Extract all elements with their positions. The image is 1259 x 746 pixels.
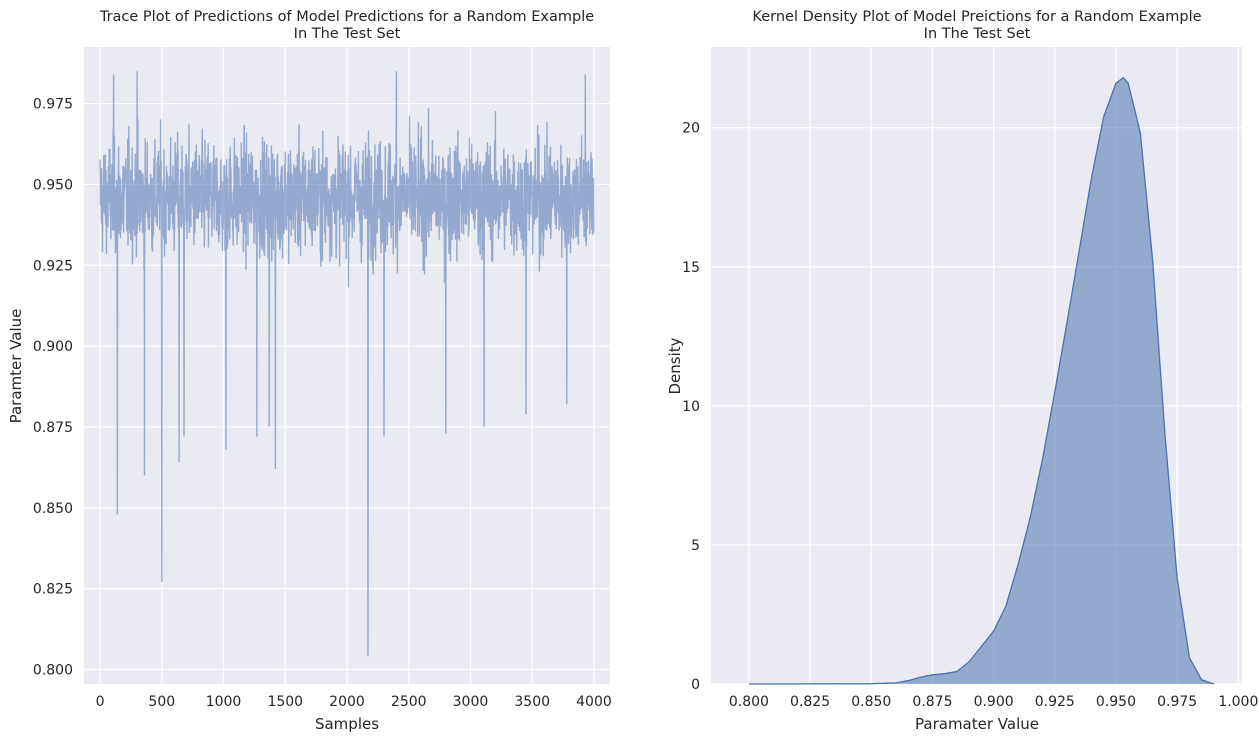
- density-plot-title-line-1: Kernel Density Plot of Model Preictions …: [752, 9, 1201, 25]
- trace-plot-grid: [84, 47, 610, 684]
- trace-plot-x-tick-label: 4000: [576, 694, 612, 710]
- trace-plot-y-tick-label: 0.975: [33, 97, 73, 113]
- density-area: [748, 77, 1214, 685]
- trace-plot-x-tick-label: 3500: [514, 694, 550, 710]
- density-plot-y-tick-label: 5: [691, 538, 700, 554]
- trace-plot-y-axis-label: Paramter Value: [7, 309, 25, 424]
- trace-plot-x-tick-label: 3000: [453, 694, 489, 710]
- density-plot-x-tick-label: 0.925: [1035, 694, 1075, 710]
- trace-plot-x-ticks: 0 500 1000 1500 2000 2500 3000 3500 4000: [96, 694, 612, 710]
- density-plot-y-axis-label: Density: [666, 337, 684, 394]
- trace-plot-x-tick-label: 2000: [329, 694, 365, 710]
- density-plot-y-ticks: 0 5 10 15 20: [682, 121, 700, 693]
- density-plot-x-tick-label: 0.800: [729, 694, 769, 710]
- density-plot-x-tick-label: 0.875: [912, 694, 952, 710]
- density-plot-x-tick-label: 0.850: [851, 694, 891, 710]
- density-plot-x-tick-label: 0.825: [790, 694, 830, 710]
- density-plot-y-tick-label: 15: [682, 260, 700, 276]
- trace-plot-x-tick-label: 500: [148, 694, 175, 710]
- density-plot-x-tick-label: 0.975: [1157, 694, 1197, 710]
- density-plot-y-tick-label: 0: [691, 677, 700, 693]
- trace-plot-panel: 0 500 1000 1500 2000 2500 3000 3500 4000 0.8000.…: [7, 9, 612, 733]
- trace-plot-y-ticks: 0.800 0.825 0.850 0.875 0.900 0.925 0.950 0.975: [33, 97, 73, 679]
- density-plot-x-tick-label: 1.000: [1218, 694, 1258, 710]
- trace-plot-x-tick-label: 2500: [391, 694, 427, 710]
- trace-plot-title-line-1: Trace Plot of Predictions of Model Predi…: [99, 9, 594, 25]
- density-plot-y-tick-label: 10: [682, 399, 700, 415]
- density-curve: [748, 76, 1215, 685]
- density-plot-x-tick-label: 0.950: [1096, 694, 1136, 710]
- trace-plot-title-line-2: In The Test Set: [294, 26, 401, 42]
- density-plot-title-line-2: In The Test Set: [924, 26, 1031, 42]
- trace-plot-y-tick-label: 0.875: [33, 420, 73, 436]
- trace-plot-x-tick-label: 1500: [267, 694, 303, 710]
- trace-plot-x-axis-label: Samples: [315, 715, 379, 733]
- trace-plot-y-tick-label: 0.925: [33, 258, 73, 274]
- density-plot-x-ticks: 0.800 0.825 0.850 0.875 0.900 0.925 0.950 0.975…: [729, 694, 1258, 710]
- trace-plot-y-tick-label: 0.825: [33, 582, 73, 598]
- trace-line: [99, 71, 595, 657]
- trace-plot-y-tick-label: 0.900: [33, 339, 73, 355]
- trace-plot-x-tick-label: 0: [96, 694, 105, 710]
- trace-plot-y-tick-label: 0.800: [33, 662, 73, 678]
- trace-plot-x-tick-label: 1000: [206, 694, 242, 710]
- trace-plot-y-tick-label: 0.950: [33, 177, 73, 193]
- density-plot-panel: 0.800 0.825 0.850 0.875 0.900 0.925 0.950 0.975…: [666, 9, 1258, 733]
- density-plot-x-tick-label: 0.900: [974, 694, 1014, 710]
- trace-plot-y-tick-label: 0.850: [33, 501, 73, 517]
- density-plot-y-tick-label: 20: [682, 121, 700, 137]
- density-plot-x-axis-label: Paramater Value: [915, 715, 1039, 733]
